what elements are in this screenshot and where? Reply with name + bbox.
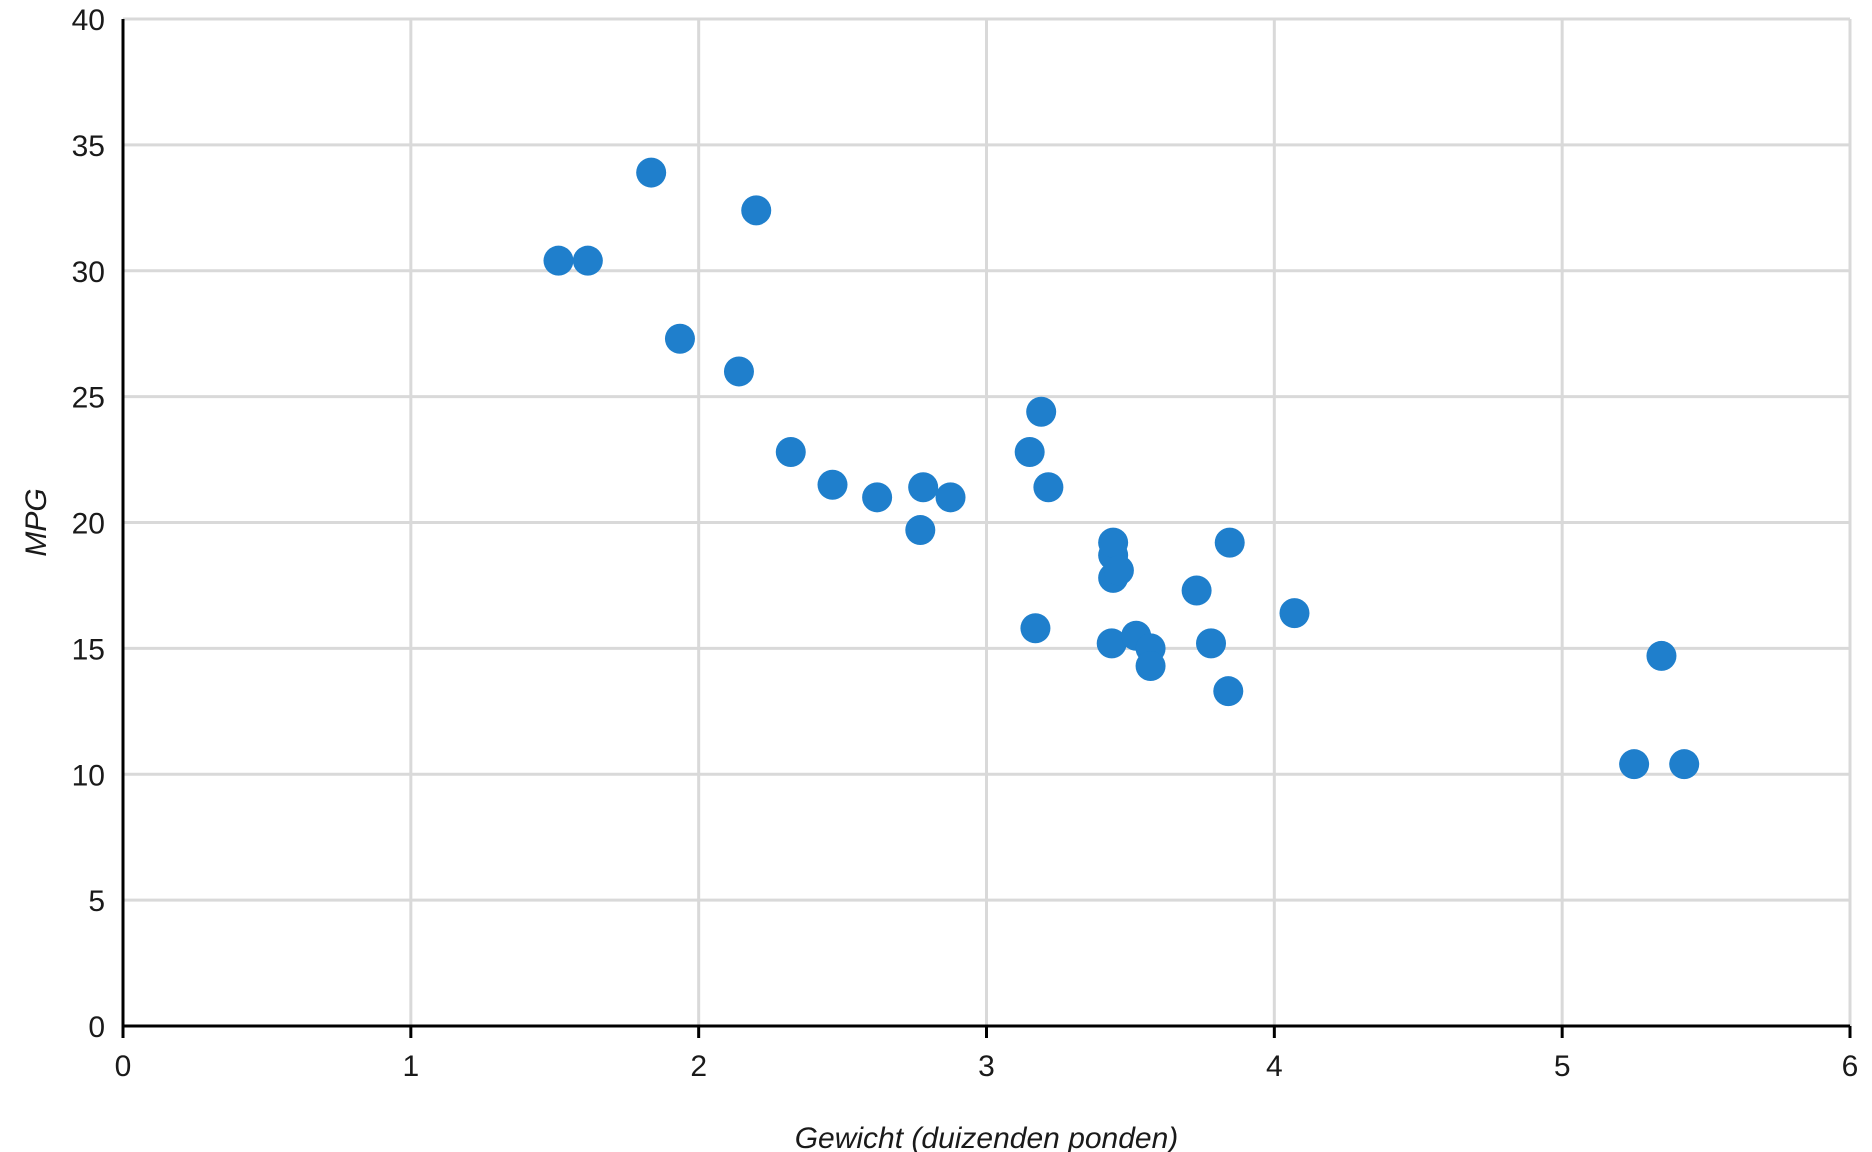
- scatter-point: [1196, 628, 1227, 659]
- scatter-point: [1213, 676, 1244, 707]
- scatter-point: [1014, 437, 1045, 468]
- x-tick-label: 5: [1554, 1050, 1571, 1083]
- scatter-point: [1669, 749, 1700, 780]
- x-tick-label: 3: [978, 1050, 995, 1083]
- x-tick-label: 6: [1842, 1050, 1859, 1083]
- x-tick-label: 2: [690, 1050, 707, 1083]
- scatter-point: [1096, 628, 1127, 659]
- scatter-point: [741, 195, 772, 226]
- scatter-point: [1135, 650, 1166, 681]
- scatter-point: [1619, 749, 1650, 780]
- scatter-point: [1181, 575, 1212, 606]
- scatter-point: [1098, 527, 1129, 558]
- scatter-point: [1214, 527, 1245, 558]
- scatter-point: [664, 323, 695, 354]
- y-tick-label: 30: [72, 256, 105, 289]
- scatter-point: [1033, 472, 1064, 503]
- tick-labels: 0 5 10 15 20 25 30 35 40 0 1 2 3 4 5 6: [72, 4, 1859, 1083]
- scatter-point: [1103, 555, 1134, 586]
- scatter-point: [817, 469, 848, 500]
- scatter-point: [1646, 640, 1677, 671]
- scatter-point: [1279, 598, 1310, 629]
- y-tick-label: 20: [72, 508, 105, 541]
- x-tick-label: 4: [1266, 1050, 1283, 1083]
- y-tick-label: 0: [88, 1011, 105, 1044]
- scatter-point: [636, 157, 667, 188]
- x-axis-title: Gewicht (duizenden ponden): [795, 1122, 1179, 1152]
- scatter-point: [723, 356, 754, 387]
- x-tick-label: 0: [115, 1050, 132, 1083]
- scatter-point: [908, 472, 939, 503]
- scatter-point: [905, 515, 936, 546]
- scatter-point: [1020, 613, 1051, 644]
- scatter-point: [543, 245, 574, 276]
- y-tick-label: 5: [88, 885, 105, 918]
- data-points: [543, 157, 1700, 780]
- axes: [121, 19, 1852, 1038]
- scatter-point: [862, 482, 893, 513]
- y-tick-label: 10: [72, 759, 105, 792]
- scatter-point: [935, 482, 966, 513]
- scatter-point: [572, 245, 603, 276]
- y-tick-label: 15: [72, 633, 105, 666]
- y-tick-label: 40: [72, 4, 105, 37]
- grid-lines: [123, 17, 1852, 1026]
- scatter-point: [1026, 396, 1057, 427]
- y-tick-label: 35: [72, 130, 105, 163]
- y-axis-title: MPG: [20, 488, 53, 556]
- scatter-point: [775, 437, 806, 468]
- y-tick-label: 25: [72, 382, 105, 415]
- x-tick-label: 1: [402, 1050, 419, 1083]
